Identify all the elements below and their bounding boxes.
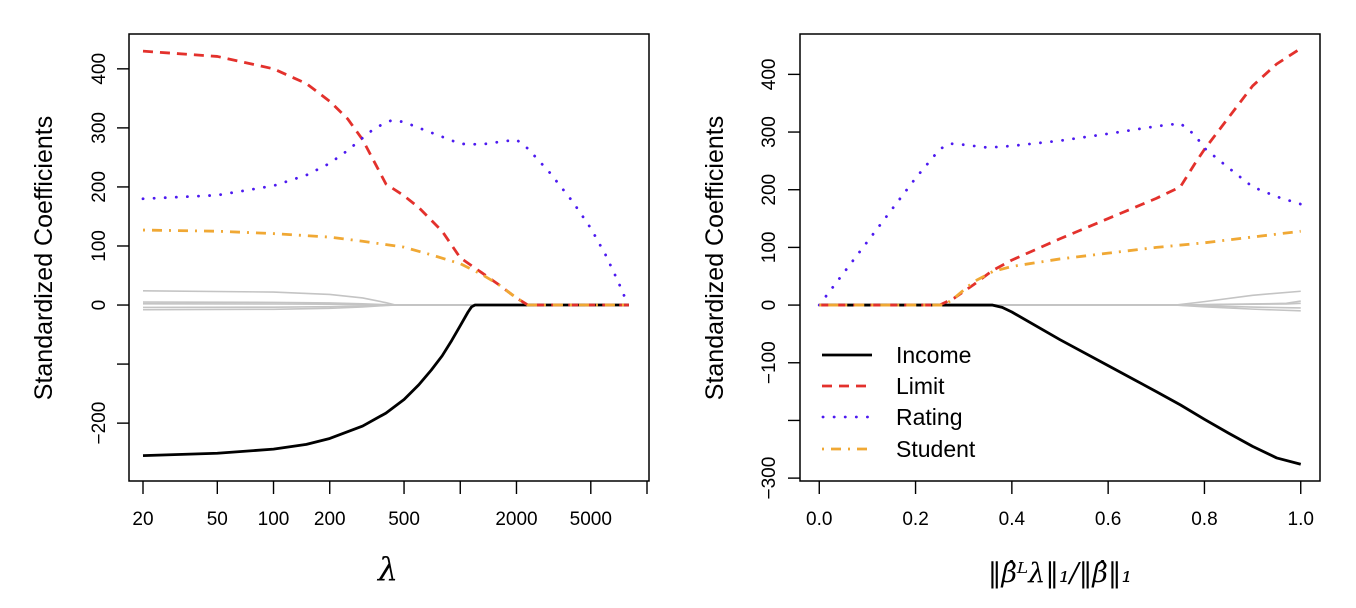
legend-item-rating: Rating	[821, 404, 962, 430]
y-tick-label: 300	[89, 112, 110, 144]
legend: Income Limit Rating Student	[821, 342, 976, 462]
legend-item-income: Income	[822, 342, 971, 368]
left-y-axis-title: Standardized Coefficients	[30, 116, 58, 400]
right-plot-frame	[799, 33, 1321, 482]
series-line-student	[819, 229, 1301, 307]
y-tick-label: −300	[759, 457, 780, 500]
y-tick-label: 400	[759, 59, 780, 91]
y-tick-label: −100	[759, 341, 780, 384]
x-tick-label: 200	[314, 509, 346, 530]
y-tick-label: 100	[759, 232, 780, 264]
legend-label-student: Student	[896, 436, 976, 462]
x-tick-label: 0.4	[999, 509, 1026, 530]
series-line-rating	[141, 118, 631, 307]
x-tick-label: 1.0	[1288, 509, 1314, 530]
series-line-limit	[819, 47, 1302, 307]
right-y-axis-title: Standardized Coefficients	[701, 116, 729, 400]
right-y-axis: −300 −100 0 100 200 300 400	[759, 59, 800, 500]
legend-label-limit: Limit	[896, 373, 945, 399]
x-tick-label: 100	[258, 509, 290, 530]
right-panel: −300 −100 0 100 200 300 400 0.0 0.2 0.4 0.6 0.8 1.0…	[701, 33, 1321, 589]
series-line-other-5	[142, 304, 629, 311]
x-tick-label: 2000	[495, 509, 537, 530]
left-y-axis: −200 0 100 200 300 400	[89, 53, 129, 445]
series-line-rating	[817, 122, 1303, 307]
left-x-axis: 20 50 100 200 500 2000 5000	[132, 481, 648, 530]
right-series-lines	[817, 47, 1303, 466]
left-plot-frame	[128, 33, 650, 482]
left-series-lines	[141, 49, 631, 458]
x-tick-label: 0.8	[1191, 509, 1217, 530]
series-line-other-1	[819, 290, 1301, 306]
y-tick-label: 400	[89, 53, 110, 85]
y-tick-label: 100	[89, 230, 110, 262]
x-tick-label: 0.6	[1095, 509, 1121, 530]
legend-item-limit: Limit	[822, 373, 945, 399]
right-x-axis-title: ‖β̂ᴸλ‖₁/‖β̂‖₁	[988, 558, 1132, 589]
y-tick-label: 200	[759, 174, 780, 206]
y-tick-label: 0	[759, 300, 780, 311]
x-tick-label: 0.0	[806, 509, 832, 530]
legend-label-income: Income	[896, 342, 971, 368]
y-tick-label: 0	[89, 300, 110, 311]
y-tick-label: −200	[89, 402, 110, 445]
series-line-limit	[142, 49, 629, 307]
y-tick-label: 300	[759, 116, 780, 148]
x-tick-label: 0.2	[902, 509, 928, 530]
legend-item-student: Student	[822, 436, 976, 462]
right-x-axis: 0.0 0.2 0.4 0.6 0.8 1.0	[806, 481, 1314, 530]
series-line-income	[142, 303, 629, 458]
left-x-axis-title: λ	[376, 550, 398, 588]
x-tick-label: 5000	[570, 509, 612, 530]
series-line-income	[819, 303, 1302, 466]
x-tick-label: 500	[388, 509, 420, 530]
series-line-other-5	[819, 304, 1301, 312]
series-line-student	[142, 228, 629, 307]
legend-label-rating: Rating	[896, 404, 962, 430]
y-tick-label: 200	[89, 171, 110, 203]
x-tick-label: 50	[207, 509, 228, 530]
x-tick-label: 20	[132, 509, 153, 530]
